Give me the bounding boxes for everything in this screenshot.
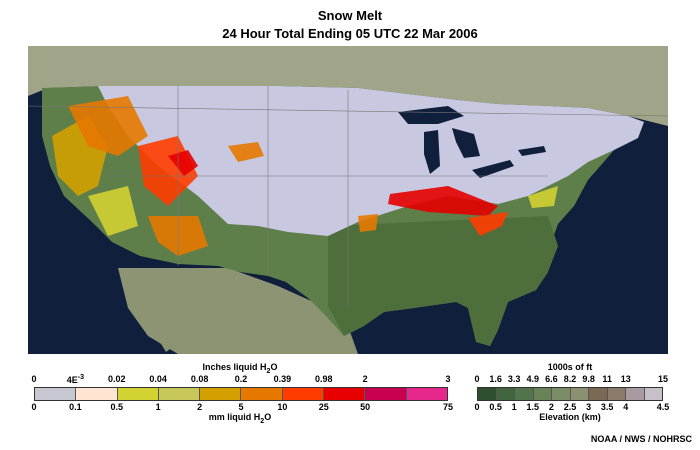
elevation-swatch — [570, 388, 589, 400]
lake-michigan — [424, 130, 440, 174]
elevation-km-label: 3.5 — [600, 402, 614, 412]
snow-cover — [98, 86, 644, 236]
elevation-swatch — [589, 388, 608, 400]
melt-inch-label: 0.39 — [273, 374, 292, 384]
elevation-km-label: 4 — [623, 402, 629, 412]
elevation-ft-label: 13 — [620, 374, 631, 384]
southeast-lowland — [328, 216, 558, 346]
melt-color-bar — [34, 387, 448, 401]
elevation-km-label: 1.5 — [526, 402, 540, 412]
canada-land — [28, 46, 668, 126]
elevation-ft-label: 4.9 — [526, 374, 540, 384]
melt-inch-label: 0.08 — [190, 374, 209, 384]
melt-inch-label: 3 — [445, 374, 451, 384]
melt-swatch — [324, 388, 366, 400]
melt-inch-label: 0.2 — [234, 374, 248, 384]
elevation-km-label: 0.5 — [489, 402, 502, 412]
lake-superior — [398, 106, 464, 124]
elevation-swatch — [552, 388, 571, 400]
elevation-ft-label: 6.6 — [545, 374, 558, 384]
elevation-legend-bottom-title: Elevation (km) — [539, 412, 601, 422]
melt-swatch — [282, 388, 325, 400]
melt-legend-top-title: Inches liquid H2O — [202, 362, 278, 375]
elevation-km-label: 2 — [548, 402, 554, 412]
mexico-land — [118, 268, 358, 354]
melt-mm-label: 75 — [442, 402, 454, 412]
elevation-color-bar — [477, 387, 663, 401]
melt-swatch — [365, 388, 407, 400]
elevation-ft-label: 11 — [602, 374, 612, 384]
melt-inch-label: 0.02 — [108, 374, 126, 384]
melt-inch-label: 2 — [362, 374, 368, 384]
melt-mm-label: 10 — [277, 402, 288, 412]
melt-swatch — [241, 388, 283, 400]
melt-inch-label: 0 — [31, 374, 37, 384]
lake-ontario — [518, 146, 546, 156]
melt-mm-label: 0 — [31, 402, 37, 412]
state-borders — [28, 86, 668, 306]
melt-mm-label: 1 — [155, 402, 161, 412]
elevation-swatch — [515, 388, 534, 400]
melt-mm-label: 0.5 — [110, 402, 124, 412]
melt-swatch — [76, 388, 118, 400]
lake-erie — [472, 160, 514, 178]
melt-legend-bottom-title: mm liquid H2O — [208, 412, 272, 425]
baja-peninsula — [134, 278, 174, 352]
melt-inch-label: 0.04 — [149, 374, 167, 384]
melt-swatch — [200, 388, 242, 400]
lake-huron — [452, 128, 480, 158]
elevation-km-label: 3 — [586, 402, 592, 412]
map-title: Snow Melt — [317, 8, 383, 23]
melt-mm-label: 0.1 — [69, 402, 82, 412]
melt-mm-label: 50 — [360, 402, 371, 412]
melt-mm-label: 25 — [318, 402, 329, 412]
melt-inch-label: 4E-3 — [66, 374, 85, 385]
elevation-km-label: 0 — [474, 402, 480, 412]
melt-swatch — [35, 388, 77, 400]
elevation-swatch — [496, 388, 515, 400]
elevation-ft-label: 1.6 — [489, 374, 502, 384]
elevation-swatch — [626, 388, 645, 400]
elevation-ft-label: 8.2 — [563, 374, 577, 384]
elevation-swatch — [607, 388, 626, 400]
elevation-ft-label: 15 — [657, 374, 669, 384]
elevation-ft-label: 0 — [474, 374, 480, 384]
melt-swatch — [158, 388, 201, 400]
elevation-legend-top-title: 1000s of ft — [547, 362, 593, 372]
elevation-km-label: 2.5 — [563, 402, 577, 412]
elevation-ft-label: 9.8 — [582, 374, 595, 384]
melt-mm-label: 2 — [197, 402, 203, 412]
elevation-swatch — [533, 388, 552, 400]
credit-text: NOAA / NWS / NOHRSC — [590, 434, 692, 444]
elevation-ft-label: 3.3 — [507, 374, 521, 384]
melt-swatch — [406, 388, 447, 400]
melt-patches — [52, 96, 558, 256]
melt-inch-label: 0.98 — [315, 374, 333, 384]
map-subtitle: 24 Hour Total Ending 05 UTC 22 Mar 2006 — [222, 26, 478, 41]
elevation-km-label: 4.5 — [656, 402, 670, 412]
melt-swatch — [117, 388, 159, 400]
melt-mm-label: 5 — [238, 402, 244, 412]
snow-melt-map — [28, 46, 668, 354]
elevation-km-label: 1 — [511, 402, 517, 412]
elevation-swatch — [478, 388, 497, 400]
elevation-swatch — [644, 388, 662, 400]
